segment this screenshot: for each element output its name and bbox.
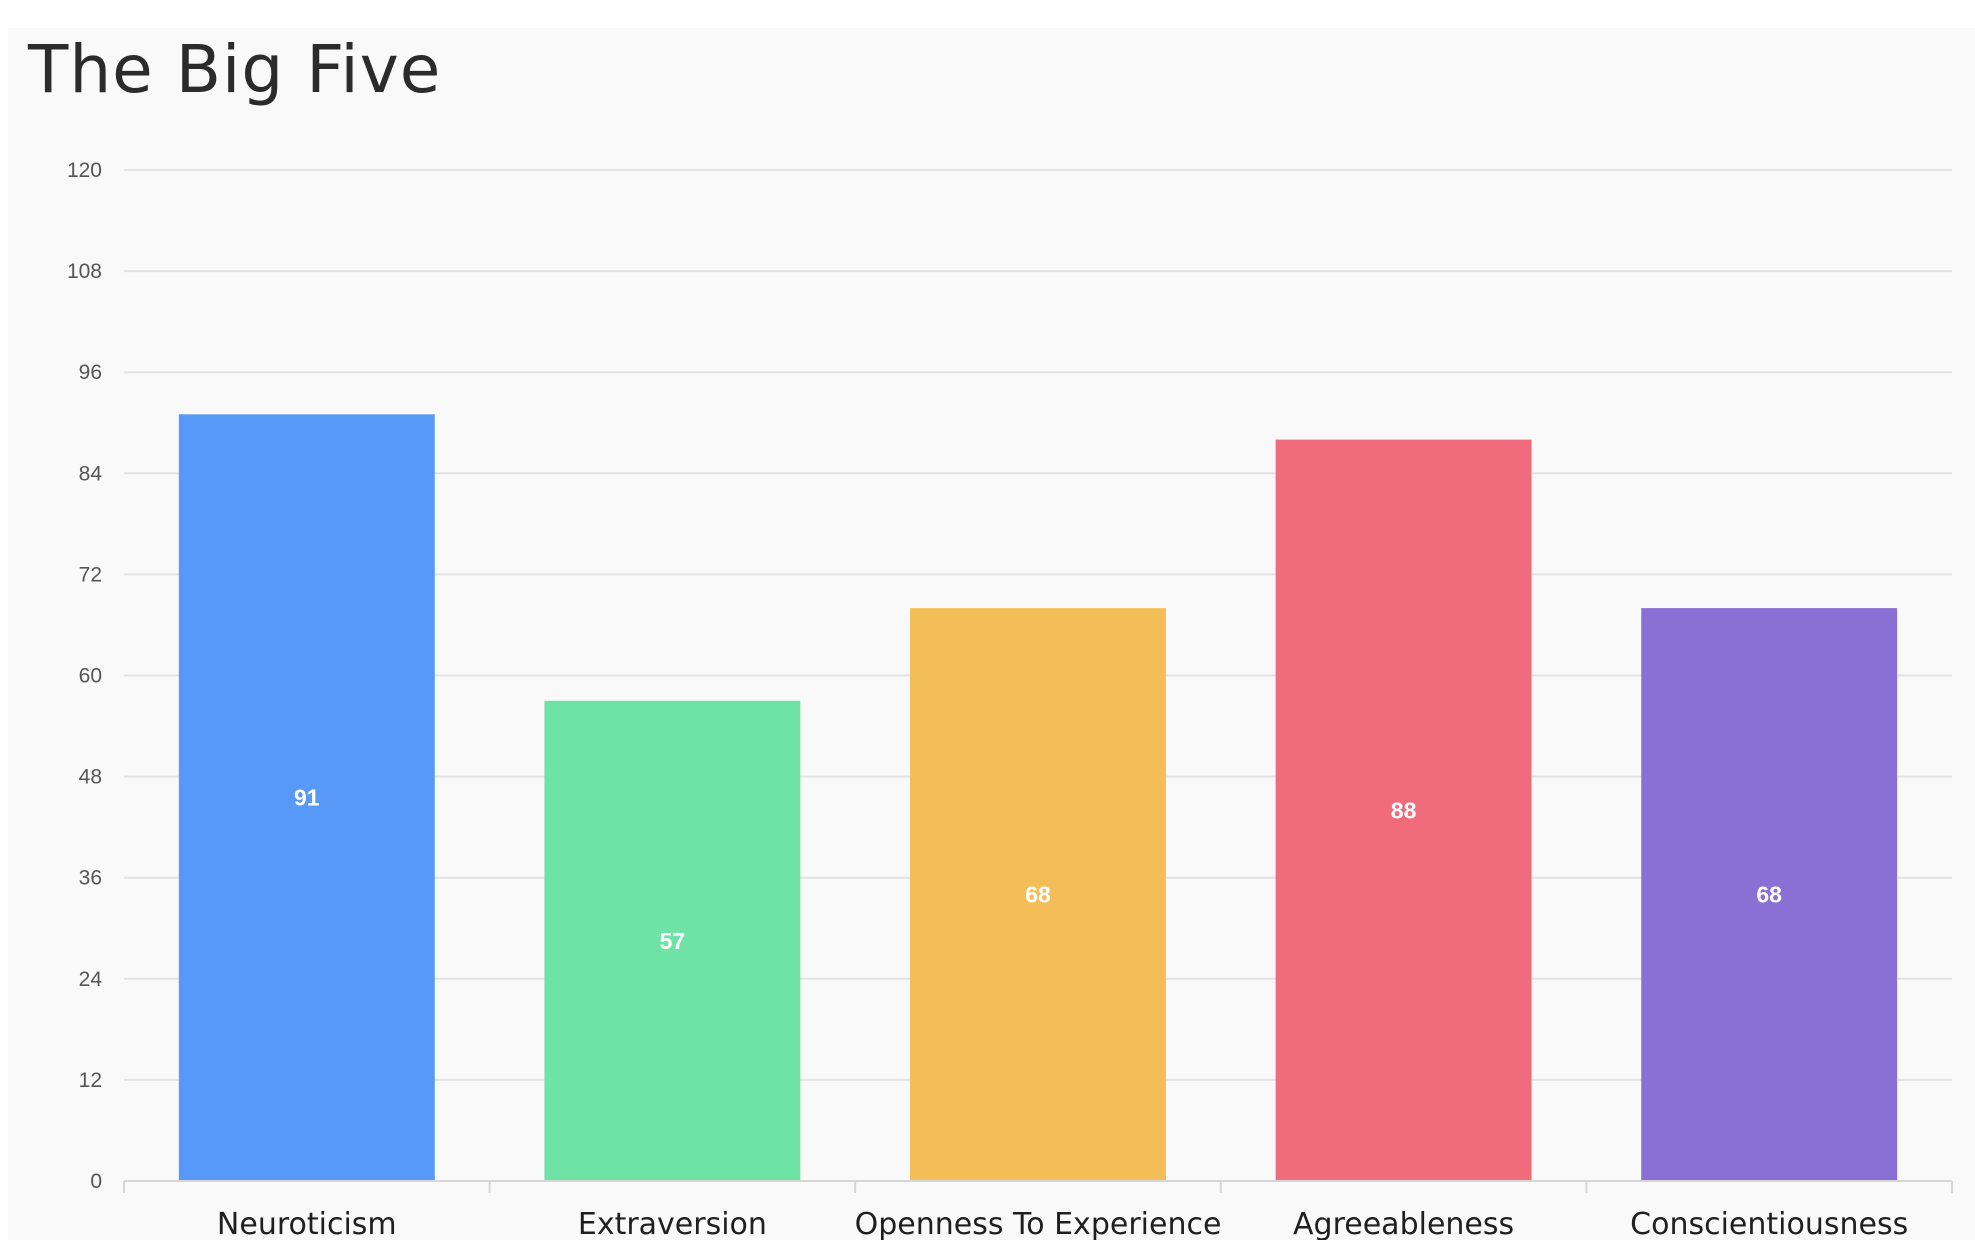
bar[interactable] [1641,608,1898,1181]
y-tick-label: 96 [79,361,102,384]
bar[interactable] [1275,439,1532,1182]
bar[interactable] [544,700,801,1181]
data-label: 57 [660,928,686,954]
y-tick-label: 48 [79,766,102,789]
bar[interactable] [910,608,1166,1181]
data-label: 68 [1025,882,1051,908]
data-labels: 91 57 68 88 68 [294,785,1782,954]
y-tick-label: 72 [79,563,102,586]
x-tick-label: Neuroticism [217,1207,397,1240]
y-tick-label: 0 [90,1170,102,1193]
data-label: 88 [1391,797,1417,823]
bars [178,414,1898,1182]
x-tick-label: Agreeableness [1293,1207,1514,1240]
y-tick-label: 24 [79,968,103,991]
x-tick-label: Conscientiousness [1630,1207,1908,1240]
bar[interactable] [178,414,435,1181]
x-axis: Neuroticism Extraversion Openness To Exper… [123,1180,1953,1240]
y-tick-label: 12 [79,1069,102,1092]
x-tick-label: Openness To Experience [855,1207,1222,1240]
y-tick-label: 120 [67,159,102,182]
data-label: 91 [294,785,320,811]
y-tick-label: 60 [79,665,102,688]
x-tick-label: Extraversion [578,1207,767,1240]
y-tick-label: 108 [67,260,102,283]
chart-title: The Big Five [28,31,442,108]
data-label: 68 [1756,882,1782,908]
y-tick-label: 84 [79,462,103,485]
y-tick-label: 36 [79,867,102,890]
y-axis-ticks: 0 12 24 36 48 60 72 84 96 108 120 [67,159,102,1193]
